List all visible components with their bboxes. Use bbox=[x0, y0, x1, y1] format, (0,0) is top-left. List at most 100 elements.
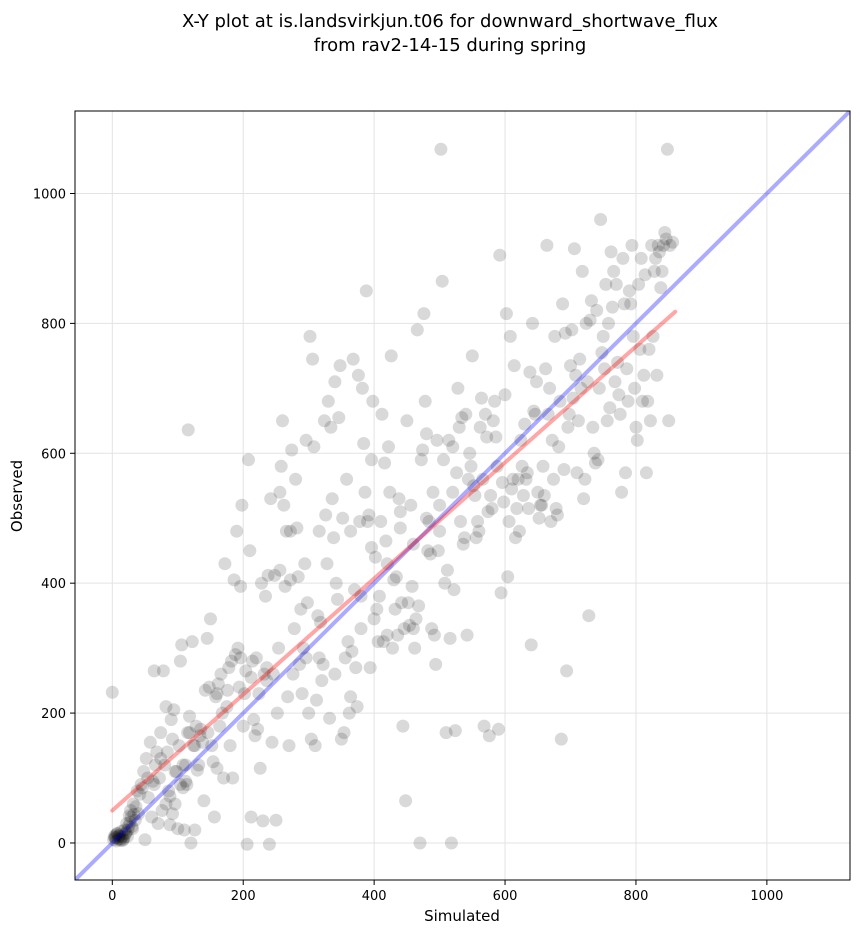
data-point bbox=[180, 778, 194, 791]
data-point bbox=[478, 407, 492, 421]
data-point bbox=[122, 809, 136, 823]
data-point bbox=[392, 492, 406, 506]
data-point bbox=[201, 726, 215, 740]
data-point bbox=[553, 394, 567, 408]
data-point bbox=[154, 726, 168, 740]
data-point bbox=[519, 472, 533, 486]
data-point bbox=[543, 381, 557, 395]
data-point bbox=[355, 381, 369, 395]
data-point bbox=[569, 368, 583, 382]
data-point bbox=[653, 245, 666, 259]
data-point bbox=[278, 579, 292, 593]
data-point bbox=[145, 810, 159, 824]
data-point bbox=[488, 394, 502, 408]
data-point bbox=[400, 414, 414, 428]
data-point bbox=[251, 722, 265, 736]
data-point bbox=[492, 722, 505, 736]
data-point bbox=[190, 763, 204, 777]
data-point bbox=[124, 804, 138, 817]
data-point bbox=[366, 394, 380, 408]
data-point bbox=[469, 531, 483, 545]
data-point bbox=[303, 329, 317, 343]
data-point bbox=[602, 316, 615, 330]
data-point bbox=[281, 690, 295, 704]
data-point bbox=[619, 466, 632, 480]
data-point bbox=[535, 498, 549, 512]
data-point bbox=[577, 492, 591, 506]
data-point bbox=[286, 667, 300, 681]
data-point bbox=[331, 592, 344, 606]
y-tick-label: 1000 bbox=[33, 187, 66, 202]
data-point bbox=[524, 638, 538, 652]
data-point bbox=[127, 807, 141, 821]
data-point bbox=[296, 641, 310, 655]
data-point bbox=[448, 724, 462, 738]
data-point bbox=[468, 489, 482, 502]
data-point bbox=[641, 394, 655, 408]
data-point bbox=[522, 502, 536, 515]
data-point bbox=[133, 787, 147, 801]
data-point bbox=[119, 826, 133, 840]
data-point bbox=[358, 485, 372, 499]
data-point bbox=[541, 407, 555, 421]
data-point bbox=[507, 359, 521, 373]
data-point bbox=[393, 505, 407, 519]
data-point bbox=[205, 739, 219, 753]
data-point bbox=[477, 719, 491, 733]
chart-title-line-2: from rav2-14-15 during spring bbox=[314, 35, 587, 56]
data-point bbox=[530, 375, 543, 389]
data-point bbox=[181, 726, 195, 740]
data-point bbox=[120, 830, 134, 843]
data-point bbox=[461, 472, 475, 486]
data-point bbox=[319, 508, 333, 522]
data-point bbox=[168, 797, 182, 811]
data-point bbox=[647, 264, 661, 278]
data-point bbox=[446, 485, 460, 499]
data-point bbox=[163, 818, 177, 832]
data-point bbox=[562, 407, 576, 421]
data-point bbox=[540, 238, 554, 252]
data-point bbox=[272, 641, 286, 655]
data-point bbox=[300, 596, 314, 610]
data-point bbox=[427, 628, 441, 642]
data-point bbox=[141, 771, 155, 785]
data-point bbox=[138, 833, 152, 847]
data-point bbox=[207, 810, 221, 824]
data-point bbox=[397, 622, 411, 636]
data-point bbox=[612, 388, 626, 402]
data-point bbox=[344, 690, 358, 704]
data-point bbox=[109, 834, 123, 848]
data-point bbox=[259, 589, 272, 603]
data-point bbox=[111, 832, 125, 846]
data-point bbox=[353, 515, 367, 528]
data-point bbox=[442, 433, 456, 447]
identity-line bbox=[75, 111, 850, 880]
data-point bbox=[595, 346, 609, 360]
data-point bbox=[151, 817, 165, 830]
data-point bbox=[632, 277, 646, 291]
data-point bbox=[248, 729, 262, 743]
data-point bbox=[359, 284, 373, 298]
data-point bbox=[499, 307, 513, 321]
data-point bbox=[662, 414, 676, 428]
data-point bbox=[609, 277, 623, 291]
data-point bbox=[172, 739, 186, 753]
data-point bbox=[621, 394, 635, 408]
data-point bbox=[592, 381, 606, 395]
data-point bbox=[247, 713, 261, 727]
data-point bbox=[536, 459, 550, 473]
x-tick-label: 200 bbox=[231, 889, 256, 904]
data-point bbox=[245, 654, 259, 668]
data-point bbox=[616, 251, 630, 265]
data-point bbox=[370, 602, 384, 616]
data-point bbox=[115, 824, 128, 838]
data-point bbox=[651, 238, 665, 252]
data-point bbox=[586, 420, 600, 434]
x-tick-label: 400 bbox=[362, 889, 387, 904]
data-point bbox=[414, 453, 428, 467]
data-point bbox=[109, 828, 123, 842]
data-point bbox=[324, 420, 338, 434]
data-point bbox=[291, 570, 305, 584]
data-point bbox=[587, 446, 601, 460]
data-point bbox=[458, 531, 471, 545]
